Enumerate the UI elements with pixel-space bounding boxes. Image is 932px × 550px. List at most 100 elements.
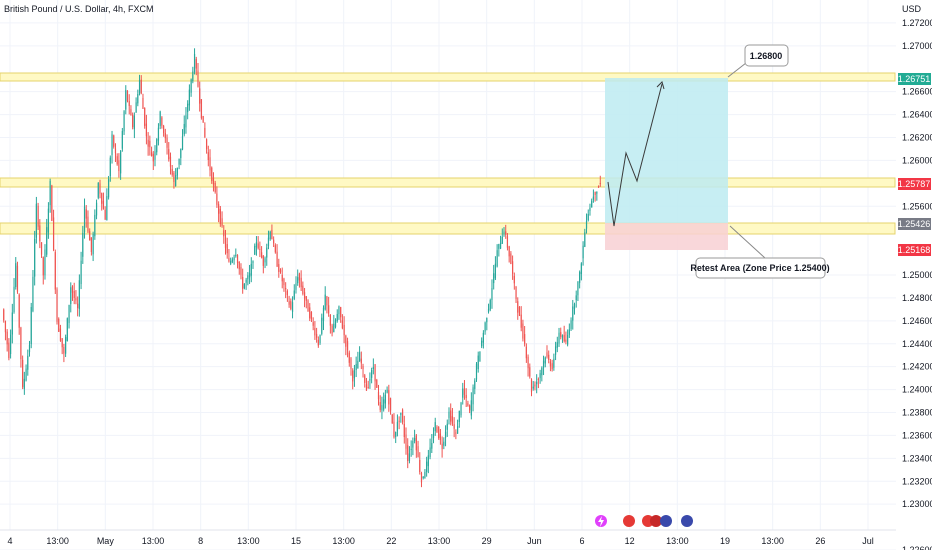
candle-body <box>199 88 201 104</box>
candle-body <box>518 306 521 316</box>
time-tick-label: 13:00 <box>332 536 355 546</box>
candle-body <box>551 363 553 370</box>
flag-icon[interactable] <box>660 515 672 527</box>
candle-body <box>58 318 60 332</box>
price-axis[interactable] <box>896 0 932 550</box>
candle-body <box>273 239 275 244</box>
candle-body <box>446 423 448 430</box>
candle-body <box>355 363 357 370</box>
candle-body <box>599 183 601 185</box>
candle-body <box>530 379 533 392</box>
candle-body <box>314 328 316 336</box>
time-tick-label: 13:00 <box>761 536 784 546</box>
time-tick-label: May <box>97 536 115 546</box>
candle-body <box>396 421 399 432</box>
candle-body <box>161 117 163 126</box>
candle-body <box>159 111 161 126</box>
candle-body <box>305 296 307 301</box>
candle-body <box>487 308 490 312</box>
price-tick-label: 1.26200 <box>902 133 932 143</box>
candle-body <box>3 309 5 321</box>
candle-body <box>506 236 509 248</box>
candle-body <box>9 334 12 355</box>
candle-body <box>477 355 479 370</box>
candle-body <box>563 334 565 342</box>
candle-body <box>453 424 455 429</box>
candle-body <box>303 292 306 299</box>
price-tick-label: 1.24600 <box>902 316 932 326</box>
stop-box[interactable] <box>605 223 728 250</box>
candle-body <box>498 243 500 249</box>
candle-body <box>568 329 570 335</box>
candle-body <box>288 301 290 305</box>
candle-body <box>247 275 249 280</box>
time-tick-label: 19 <box>720 536 730 546</box>
candle-body <box>389 398 392 411</box>
candle-body <box>230 261 232 264</box>
candle-body <box>350 358 352 369</box>
candle-body <box>360 358 362 364</box>
candle-body <box>145 123 148 137</box>
candle-body <box>420 473 423 483</box>
candle-body <box>570 320 572 329</box>
candle-body <box>30 307 32 345</box>
candle-body <box>484 322 486 332</box>
retest-callout[interactable] <box>695 257 826 279</box>
flag-icon[interactable] <box>623 515 635 527</box>
candle-body <box>496 250 498 267</box>
price-tick-label: 1.23600 <box>902 430 932 440</box>
candle-body <box>374 364 376 382</box>
candle-body <box>460 402 462 416</box>
candle-body <box>168 149 170 160</box>
candle-body <box>149 140 151 148</box>
candle-body <box>212 177 215 185</box>
candle-body <box>13 286 15 312</box>
candle-body <box>262 256 264 266</box>
candle-body <box>59 328 62 341</box>
candle-body <box>231 259 233 262</box>
level-tag-zone: 1.25426 <box>898 218 931 230</box>
candle-body <box>381 405 383 411</box>
candle-body <box>312 322 314 326</box>
candle-body <box>534 384 536 387</box>
candle-body <box>544 357 546 364</box>
candle-body <box>572 306 574 321</box>
candle-body <box>408 453 411 461</box>
candle-body <box>11 312 13 335</box>
candle-body <box>147 139 149 147</box>
candle-body <box>180 148 182 158</box>
candle-body <box>195 59 197 69</box>
candle-body <box>82 232 84 257</box>
resistance-zone <box>0 72 896 82</box>
candle-body <box>78 280 80 310</box>
candle-body <box>106 196 108 221</box>
candle-body <box>403 423 405 438</box>
candle-body <box>243 283 246 289</box>
candle-body <box>302 285 304 294</box>
candle-body <box>451 416 454 424</box>
candle-body <box>597 185 600 188</box>
candle-body <box>228 258 230 262</box>
candle-body <box>8 342 10 359</box>
candle-body <box>341 320 344 329</box>
candle-body <box>138 80 141 94</box>
flag-icon[interactable] <box>681 515 693 527</box>
candle-body <box>254 245 256 255</box>
candle-body <box>456 426 459 434</box>
candle-body <box>362 365 364 370</box>
candle-body <box>163 125 165 133</box>
event-icons[interactable] <box>595 515 693 527</box>
time-tick-label: 12 <box>625 536 635 546</box>
candle-body <box>512 261 514 274</box>
target-box[interactable] <box>605 78 728 223</box>
candle-body <box>369 379 371 381</box>
flag-icon[interactable] <box>650 515 662 527</box>
candle-body <box>250 263 252 276</box>
time-tick-label: 13:00 <box>428 536 451 546</box>
candle-body <box>274 245 276 253</box>
target-callout[interactable] <box>744 44 789 67</box>
candle-body <box>40 242 43 255</box>
candle-body <box>444 431 447 438</box>
candle-body <box>539 373 541 379</box>
